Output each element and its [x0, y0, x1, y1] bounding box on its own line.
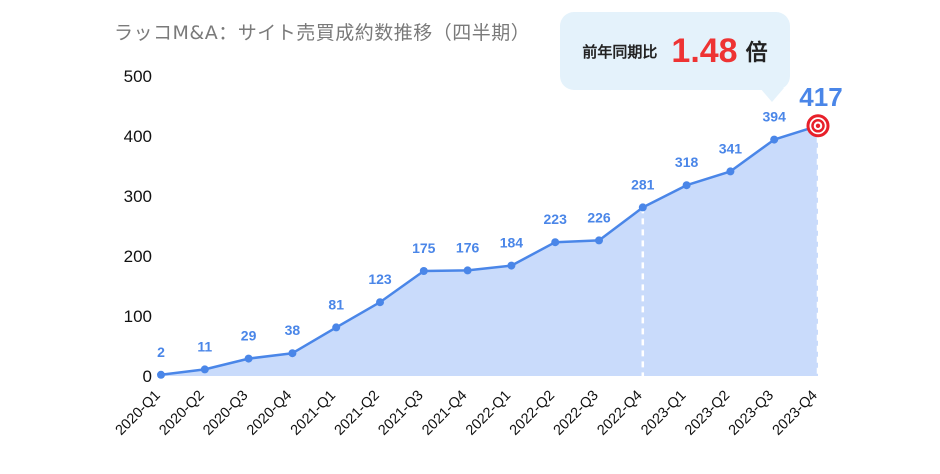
chart-title: ラッコM&A：サイト売買成約数推移（四半期）	[114, 22, 531, 44]
data-point	[157, 370, 165, 379]
x-tick-label: 2020-Q4	[244, 388, 295, 439]
data-point	[595, 236, 603, 245]
y-tick-label: 500	[124, 67, 152, 86]
yoy-value: 1.48	[671, 31, 738, 70]
x-tick-label: 2022-Q3	[551, 388, 602, 439]
data-point	[463, 266, 472, 275]
series-line	[160, 124, 819, 377]
data-label: 281	[631, 176, 655, 192]
data-point	[638, 203, 647, 212]
x-tick-label: 2021-Q4	[419, 388, 470, 439]
data-point	[200, 365, 209, 374]
data-point	[288, 349, 297, 358]
data-label-highlight: 417	[799, 82, 842, 112]
data-label: 394	[763, 109, 787, 125]
data-label: 318	[675, 154, 699, 170]
x-tick-label: 2021-Q3	[375, 388, 426, 439]
x-tick-label: 2022-Q4	[594, 388, 645, 439]
highlight-marker-center	[815, 123, 821, 128]
data-point	[419, 267, 428, 275]
x-tick-label: 2022-Q1	[463, 388, 514, 439]
x-tick-label: 2020-Q1	[113, 388, 164, 439]
data-point	[332, 323, 341, 332]
x-tick-label: 2023-Q1	[638, 388, 689, 439]
y-tick-label: 100	[124, 307, 152, 326]
y-tick-label: 200	[124, 247, 152, 266]
callout-tail	[760, 88, 784, 102]
area-fill	[161, 125, 818, 376]
data-label: 81	[328, 296, 344, 312]
x-tick-label: 2020-Q2	[156, 388, 207, 439]
y-tick-label: 300	[124, 187, 152, 206]
data-label: 11	[197, 338, 212, 354]
data-label: 38	[285, 322, 301, 338]
data-label: 29	[241, 328, 257, 344]
data-label: 175	[412, 240, 436, 256]
x-tick-label: 2021-Q2	[332, 388, 383, 439]
data-label: 123	[368, 271, 392, 287]
data-point	[507, 261, 516, 270]
yoy-callout: 前年同期比 1.48 倍	[560, 12, 790, 90]
x-tick-label: 2023-Q2	[682, 388, 733, 439]
data-label: 223	[544, 211, 568, 227]
yoy-unit: 倍	[745, 41, 768, 66]
x-tick-label: 2023-Q4	[770, 388, 821, 439]
data-label: 176	[456, 239, 480, 255]
data-label: 184	[500, 235, 524, 251]
data-point	[244, 354, 253, 363]
x-tick-label: 2021-Q1	[288, 388, 339, 439]
data-point	[682, 181, 691, 190]
data-label: 2	[157, 344, 165, 360]
x-tick-label: 2023-Q3	[726, 388, 777, 439]
y-tick-label: 0	[143, 367, 152, 386]
data-point	[726, 167, 735, 176]
x-tick-label: 2022-Q2	[507, 388, 558, 439]
y-tick-label: 400	[124, 127, 152, 146]
data-point	[376, 298, 384, 307]
data-label: 226	[587, 209, 611, 225]
data-label: 341	[719, 140, 743, 156]
data-point	[551, 238, 560, 247]
data-point	[770, 135, 779, 144]
yoy-label: 前年同期比	[582, 42, 658, 61]
x-tick-label: 2020-Q3	[200, 388, 251, 439]
